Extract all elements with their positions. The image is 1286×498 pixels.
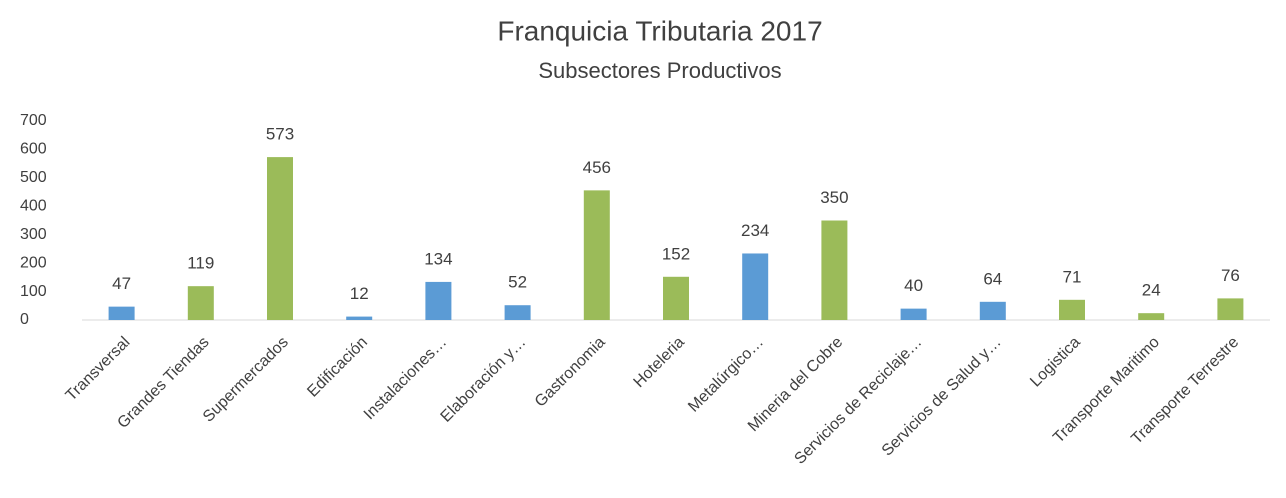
- data-label: 71: [1063, 267, 1082, 286]
- bar: [1059, 299, 1085, 320]
- y-tick-label: 0: [20, 311, 29, 328]
- bar: [1217, 298, 1244, 320]
- bar: [187, 286, 214, 320]
- x-tick-label: Hoteleria: [631, 334, 688, 391]
- bar: [1138, 313, 1165, 320]
- x-tick-label: Instalaciones…: [361, 334, 450, 423]
- data-label: 76: [1221, 266, 1240, 285]
- data-label: 134: [424, 249, 452, 268]
- y-tick-label: 500: [20, 169, 47, 186]
- data-label: 47: [112, 274, 131, 293]
- data-label: 40: [904, 276, 923, 295]
- data-label: 573: [266, 125, 294, 144]
- bar: [583, 190, 610, 320]
- bar: [346, 316, 373, 320]
- x-tick-label: Edificación: [304, 334, 371, 401]
- data-label: 234: [741, 221, 769, 240]
- bar: [425, 281, 452, 320]
- data-label: 152: [662, 244, 690, 263]
- data-label: 456: [583, 158, 611, 177]
- y-tick-label: 700: [20, 112, 47, 129]
- data-label: 350: [820, 188, 848, 207]
- y-tick-label: 200: [20, 254, 47, 271]
- bar: [663, 276, 689, 320]
- bar: [900, 308, 927, 320]
- chart-title: Franquicia Tributaria 2017: [497, 15, 822, 46]
- bar: [108, 306, 135, 320]
- y-tick-label: 100: [20, 283, 47, 300]
- x-tick-label: Gastronomia: [532, 334, 609, 411]
- data-label: 12: [350, 284, 369, 303]
- chart-subtitle: Subsectores Productivos: [538, 58, 781, 83]
- x-tick-label: Logistica: [1027, 334, 1084, 391]
- data-label: 24: [1142, 281, 1161, 300]
- data-label: 52: [508, 273, 527, 292]
- bar: [821, 220, 848, 320]
- bar: [267, 157, 293, 320]
- bar: [504, 305, 531, 320]
- x-tick-label: Supermercados: [200, 334, 292, 426]
- x-tick-label: Metalúrgico…: [685, 334, 767, 416]
- x-tick-label: Elaboración y…: [438, 334, 530, 426]
- x-tick-label: Transversal: [63, 334, 134, 405]
- x-tick-label: Servicios de Reciclaje…: [791, 334, 925, 468]
- bar: [742, 253, 769, 320]
- bar: [979, 301, 1006, 320]
- y-tick-label: 600: [20, 141, 47, 158]
- y-tick-label: 300: [20, 226, 47, 243]
- data-label: 119: [187, 254, 214, 273]
- data-label: 64: [983, 269, 1002, 288]
- y-tick-label: 400: [20, 198, 47, 215]
